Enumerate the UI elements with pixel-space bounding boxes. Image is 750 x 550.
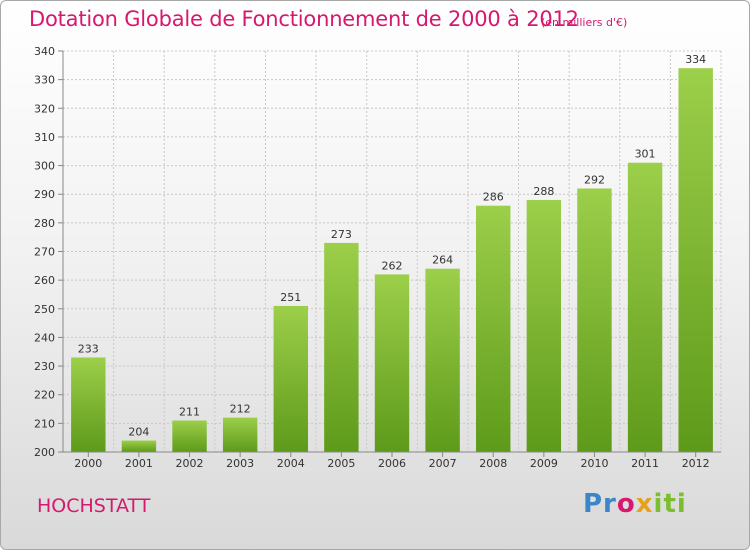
y-tick-label: 260 — [34, 274, 55, 287]
x-tick-label: 2011 — [631, 457, 659, 470]
data-label: 301 — [635, 148, 656, 161]
data-label: 204 — [128, 426, 149, 439]
data-labels: 233 204 211 212 251 273 262 264 286 288 292 301 334 — [78, 53, 706, 438]
chart-subtitle: (en milliers d'€) — [541, 16, 628, 29]
bar-2012 — [678, 68, 713, 452]
x-tick-label: 2004 — [277, 457, 305, 470]
data-label: 233 — [78, 342, 99, 355]
bar-2011 — [627, 162, 663, 452]
bar-2003 — [222, 417, 258, 452]
bar-2004 — [273, 305, 308, 452]
x-tick-label: 2002 — [176, 457, 204, 470]
data-label: 251 — [280, 291, 301, 304]
data-label: 264 — [432, 254, 453, 267]
y-tick-label: 220 — [34, 389, 55, 402]
x-tick-label: 2001 — [125, 457, 153, 470]
data-label: 286 — [483, 191, 504, 204]
bar-2002 — [172, 420, 207, 452]
bar-2009 — [526, 199, 562, 452]
data-label: 262 — [382, 259, 403, 272]
y-tick-label: 320 — [34, 102, 55, 115]
axes: 200 210 220 230 240 250 260 270 280 290 300 310 320 3… — [34, 45, 721, 470]
y-tick-label: 250 — [34, 303, 55, 316]
bar-2001 — [121, 440, 157, 452]
y-tick-label: 230 — [34, 360, 55, 373]
bar-2006 — [374, 274, 410, 452]
bar-2010 — [577, 188, 612, 452]
chart-title: Dotation Globale de Fonctionnement de 20… — [29, 7, 579, 31]
y-tick-label: 310 — [34, 131, 55, 144]
bar-2007 — [425, 268, 460, 452]
bar-2000 — [71, 357, 106, 452]
y-tick-label: 270 — [34, 246, 55, 259]
proxiti-logo[interactable]: Proxiti — [583, 489, 687, 519]
x-tick-label: 2012 — [682, 457, 710, 470]
bars — [71, 68, 713, 452]
data-label: 288 — [533, 185, 554, 198]
x-tick-label: 2006 — [378, 457, 406, 470]
x-tick-label: 2003 — [226, 457, 254, 470]
bar-2008 — [476, 205, 511, 452]
y-tick-label: 200 — [34, 446, 55, 459]
x-tick-label: 2010 — [580, 457, 608, 470]
bar-2005 — [324, 242, 359, 452]
data-label: 211 — [179, 405, 200, 418]
x-tick-label: 2009 — [530, 457, 558, 470]
y-tick-label: 240 — [34, 331, 55, 344]
x-tick-label: 2005 — [327, 457, 355, 470]
x-tick-label: 2008 — [479, 457, 507, 470]
data-label: 292 — [584, 173, 605, 186]
x-tick-label: 2007 — [429, 457, 457, 470]
data-label: 273 — [331, 228, 352, 241]
y-tick-label: 290 — [34, 188, 55, 201]
data-label: 212 — [230, 403, 251, 416]
y-tick-label: 340 — [34, 45, 55, 58]
y-tick-label: 280 — [34, 217, 55, 230]
y-tick-label: 300 — [34, 160, 55, 173]
y-tick-label: 210 — [34, 417, 55, 430]
y-tick-label: 330 — [34, 74, 55, 87]
commune-name: HOCHSTATT — [37, 495, 151, 517]
x-tick-label: 2000 — [74, 457, 102, 470]
data-label: 334 — [685, 53, 706, 66]
